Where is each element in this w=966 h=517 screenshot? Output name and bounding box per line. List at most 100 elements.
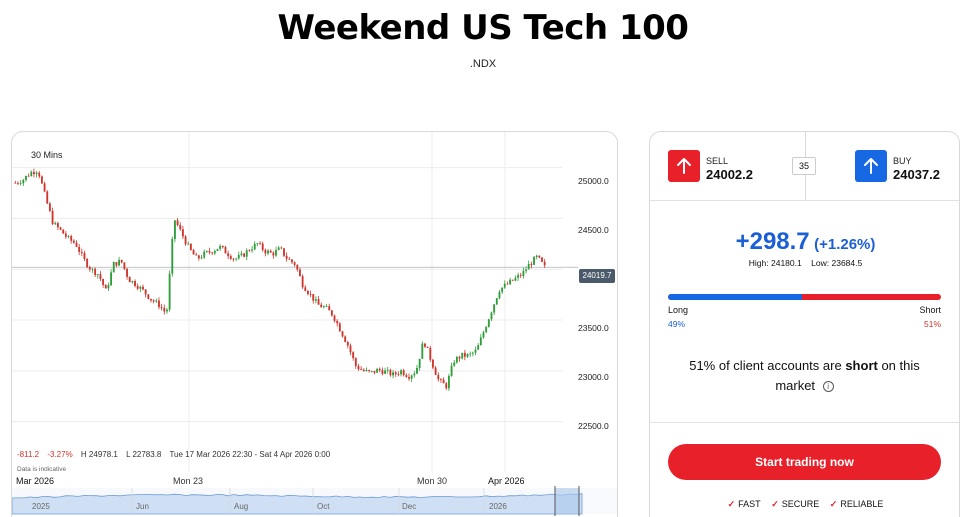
check-icon: ✓ <box>829 499 838 509</box>
candle-body <box>336 320 339 324</box>
candle-body <box>173 220 176 239</box>
candle-body <box>118 259 121 266</box>
candle-body <box>325 306 328 308</box>
candle-body <box>48 203 51 211</box>
stats-change-pct: -3.27% <box>47 450 73 459</box>
candle-body <box>338 323 341 332</box>
buy-button[interactable] <box>855 150 887 182</box>
candle-body <box>317 299 320 305</box>
candle-body <box>461 352 464 359</box>
candle-body <box>283 248 285 256</box>
buy-price[interactable]: 24037.2 <box>893 167 940 182</box>
candle-body <box>219 245 222 249</box>
x-tick-label: Mon 30 <box>417 476 448 486</box>
buy-label: BUY <box>893 156 912 166</box>
candle-body <box>392 372 394 376</box>
candle-body <box>128 276 131 283</box>
stats-high: H 24978.1 <box>80 450 118 459</box>
high-low: High: 24180.1 Low: 23684.5 <box>650 258 959 268</box>
candle-body <box>455 356 458 363</box>
badge-label: FAST <box>738 499 761 509</box>
candle-body <box>232 258 235 260</box>
candle-body <box>136 285 139 289</box>
chart-stats: -811.2 -3.27% H 24978.1 L 22783.8 Tue 17… <box>17 450 336 459</box>
price-chart[interactable] <box>12 132 618 517</box>
badge-fast: ✓ FAST <box>728 499 761 510</box>
candle-body <box>208 250 211 253</box>
candle-body <box>466 354 469 357</box>
candle-body <box>463 352 466 357</box>
candle-body <box>538 255 541 258</box>
candle-body <box>160 307 163 308</box>
x-tick-label: Mon 23 <box>173 476 204 486</box>
navigator-window[interactable] <box>555 488 579 514</box>
sentiment-suffix: on this market <box>775 358 920 393</box>
candle-body <box>442 379 445 384</box>
candle-body <box>362 369 365 372</box>
candle-body <box>147 294 150 299</box>
candle-body <box>240 253 243 256</box>
candle-body <box>168 273 171 310</box>
candle-body <box>14 182 17 184</box>
trust-badges: ✓ FAST ✓ SECURE ✓ RELIABLE <box>650 499 959 510</box>
candle-body <box>370 370 373 372</box>
candle-body <box>301 276 304 288</box>
candle-body <box>261 243 264 250</box>
candle-body <box>296 264 299 270</box>
candle-body <box>150 298 152 301</box>
candle-body <box>197 255 200 259</box>
candle-body <box>107 285 110 289</box>
navigator-label: Oct <box>317 502 330 511</box>
candle-body <box>54 223 57 225</box>
sell-price[interactable]: 24002.2 <box>706 167 753 182</box>
y-tick-label: 23000.0 <box>578 372 609 382</box>
candle-body <box>309 294 312 295</box>
interval-selector[interactable]: 30 Mins <box>31 150 63 160</box>
candle-body <box>179 225 182 230</box>
candle-body <box>22 179 25 184</box>
y-tick-label: 24500.0 <box>578 225 609 235</box>
candle-body <box>267 250 269 254</box>
candle-body <box>67 236 70 237</box>
candle-body <box>235 258 238 260</box>
candle-body <box>256 243 259 245</box>
candle-body <box>51 210 54 225</box>
candle-body <box>477 345 480 350</box>
candle-body <box>320 304 323 308</box>
candle-body <box>498 291 501 299</box>
candle-body <box>381 370 384 374</box>
candle-body <box>245 250 248 257</box>
candle-body <box>469 353 472 355</box>
chart-card[interactable]: 30 Mins 25000.0 24500.0 23500.0 23000.0 … <box>11 131 618 517</box>
badge-label: RELIABLE <box>840 499 884 509</box>
candle-body <box>88 267 91 270</box>
arrow-up-icon <box>677 158 691 174</box>
candle-body <box>288 258 291 260</box>
candle-body <box>514 277 517 281</box>
info-icon[interactable]: i <box>822 381 834 392</box>
candle-body <box>447 375 450 389</box>
candle-body <box>535 255 538 257</box>
candle-body <box>400 370 402 375</box>
indicative-note: Data is indicative <box>17 466 67 473</box>
candle-body <box>166 309 168 312</box>
candle-body <box>158 300 160 308</box>
candle-body <box>373 370 376 373</box>
candle-body <box>120 259 123 263</box>
candle-body <box>402 370 405 376</box>
sell-button[interactable] <box>668 150 700 182</box>
candle-body <box>299 269 301 277</box>
candle-body <box>227 253 230 257</box>
candle-body <box>86 259 89 268</box>
candle-body <box>437 374 440 380</box>
start-trading-button[interactable]: Start trading now <box>668 444 941 480</box>
candle-body <box>429 347 432 360</box>
trade-panel: SELL 24002.2 35 BUY 24037.2 +298.7 (+1.2… <box>649 131 960 517</box>
candle-body <box>104 284 107 289</box>
change-pct: (+1.26%) <box>814 236 876 253</box>
candle-body <box>35 172 38 175</box>
candle-body <box>269 250 272 253</box>
candle-body <box>94 268 97 276</box>
candle-body <box>80 251 83 254</box>
candle-body <box>200 257 203 259</box>
